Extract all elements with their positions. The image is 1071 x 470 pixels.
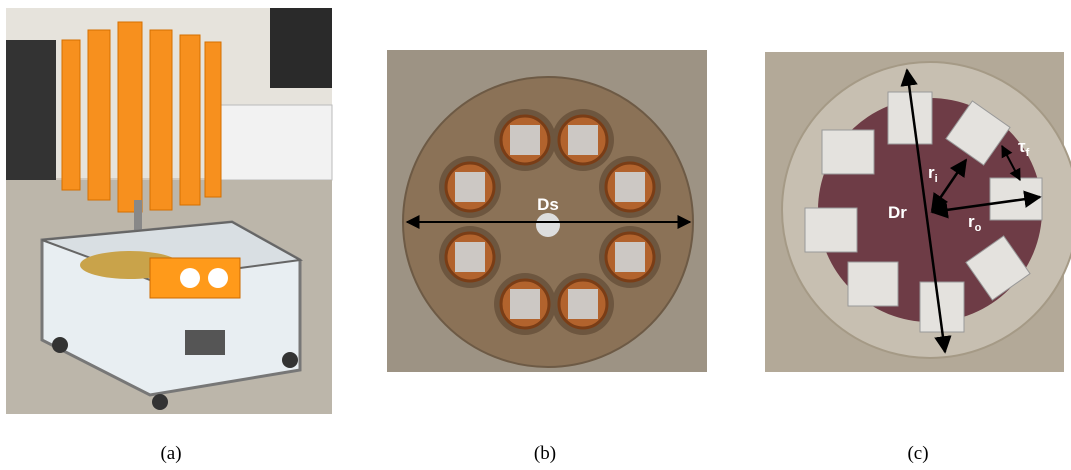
photo-a: [6, 8, 332, 414]
caption: (b): [534, 443, 556, 464]
label-dr: Dr: [888, 203, 907, 222]
label-ro-sub: o: [975, 222, 982, 234]
label-tf-sub: f: [1026, 147, 1030, 159]
label-ds: Ds: [537, 195, 559, 214]
label-ri-sub: i: [935, 173, 938, 185]
photo-c: Dr ri ro τf: [765, 52, 1071, 372]
caption: (c): [907, 443, 928, 464]
caption: (a): [160, 443, 181, 464]
figure: Ds Dr ri ro τf (a) (b) (c): [0, 0, 1071, 470]
photo-b: Ds: [387, 50, 707, 372]
